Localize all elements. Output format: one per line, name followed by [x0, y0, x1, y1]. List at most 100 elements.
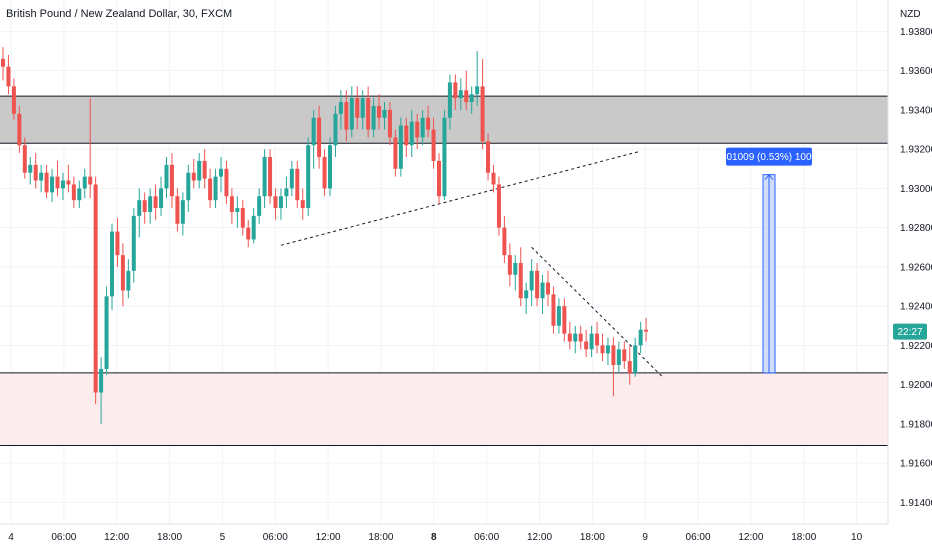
- candle[interactable]: [464, 70, 469, 110]
- candle[interactable]: [289, 160, 294, 197]
- candle[interactable]: [99, 357, 104, 424]
- candle[interactable]: [360, 90, 365, 130]
- candle[interactable]: [458, 78, 463, 110]
- candle[interactable]: [257, 188, 262, 224]
- candle[interactable]: [595, 321, 600, 354]
- candle[interactable]: [366, 86, 371, 138]
- candle[interactable]: [622, 341, 627, 369]
- time-axis[interactable]: 4 06:00 12:00 18:00 5 06:00 12:00 18:00 8 06:00 12…: [8, 532, 862, 543]
- candle[interactable]: [262, 149, 267, 209]
- candle[interactable]: [295, 160, 300, 209]
- candle[interactable]: [469, 86, 474, 114]
- candle[interactable]: [567, 321, 572, 350]
- candle[interactable]: [268, 149, 273, 205]
- candle[interactable]: [82, 168, 87, 199]
- candle[interactable]: [164, 157, 169, 199]
- candle[interactable]: [240, 200, 245, 236]
- candle[interactable]: [644, 317, 649, 342]
- candle[interactable]: [502, 215, 507, 263]
- candle[interactable]: [633, 337, 638, 377]
- candle[interactable]: [6, 54, 11, 95]
- candle[interactable]: [66, 164, 71, 193]
- candle[interactable]: [120, 243, 125, 307]
- candle[interactable]: [605, 337, 610, 366]
- candle[interactable]: [349, 86, 354, 138]
- candle[interactable]: [584, 329, 589, 358]
- candle[interactable]: [616, 341, 621, 373]
- candle[interactable]: [409, 109, 414, 158]
- candle[interactable]: [333, 105, 338, 158]
- rising-trendline[interactable]: [280, 150, 641, 246]
- candle[interactable]: [344, 90, 349, 142]
- candle[interactable]: [137, 188, 142, 238]
- candle[interactable]: [284, 176, 289, 209]
- candle[interactable]: [126, 259, 131, 299]
- candle[interactable]: [88, 98, 93, 199]
- candle[interactable]: [311, 109, 316, 169]
- candle[interactable]: [535, 262, 540, 307]
- candle[interactable]: [1, 47, 5, 81]
- candle[interactable]: [338, 90, 343, 130]
- candle[interactable]: [180, 192, 185, 236]
- candle[interactable]: [486, 133, 491, 181]
- candle[interactable]: [33, 153, 38, 189]
- candle[interactable]: [589, 325, 594, 358]
- candle[interactable]: [278, 188, 283, 220]
- candle[interactable]: [404, 117, 409, 158]
- candle[interactable]: [142, 192, 147, 224]
- candle[interactable]: [431, 117, 436, 169]
- candle[interactable]: [159, 176, 164, 216]
- candle[interactable]: [251, 208, 256, 244]
- candle[interactable]: [235, 196, 240, 228]
- candle[interactable]: [229, 188, 234, 224]
- candle[interactable]: [39, 164, 44, 193]
- candle[interactable]: [322, 149, 327, 197]
- candle[interactable]: [573, 325, 578, 354]
- candle[interactable]: [377, 94, 382, 130]
- candle[interactable]: [453, 74, 458, 110]
- candle[interactable]: [300, 188, 305, 220]
- candle[interactable]: [131, 208, 136, 283]
- candle[interactable]: [437, 153, 441, 205]
- candle[interactable]: [186, 164, 191, 212]
- candle[interactable]: [398, 117, 403, 177]
- candle[interactable]: [213, 168, 218, 209]
- candle[interactable]: [148, 188, 153, 224]
- candle[interactable]: [529, 259, 534, 307]
- candle[interactable]: [556, 298, 561, 334]
- candle[interactable]: [475, 51, 480, 106]
- candle[interactable]: [191, 158, 196, 189]
- candle[interactable]: [197, 153, 202, 189]
- candle[interactable]: [246, 219, 251, 248]
- candle[interactable]: [540, 274, 545, 315]
- candle[interactable]: [273, 188, 278, 220]
- candle[interactable]: [578, 325, 583, 350]
- candle[interactable]: [71, 176, 76, 209]
- candle[interactable]: [387, 102, 392, 146]
- candle[interactable]: [50, 168, 55, 203]
- candle[interactable]: [55, 160, 60, 197]
- candle[interactable]: [393, 129, 398, 177]
- candle[interactable]: [382, 102, 387, 130]
- candle[interactable]: [17, 105, 22, 154]
- candle[interactable]: [355, 86, 360, 130]
- candle[interactable]: [518, 247, 523, 307]
- candle[interactable]: [93, 176, 98, 405]
- candle[interactable]: [224, 160, 229, 205]
- candle[interactable]: [442, 109, 447, 201]
- candle[interactable]: [77, 180, 82, 209]
- candle[interactable]: [44, 164, 49, 199]
- candle[interactable]: [202, 149, 207, 189]
- candle[interactable]: [169, 153, 174, 209]
- candle[interactable]: [328, 137, 332, 197]
- candle[interactable]: [491, 164, 496, 193]
- candle[interactable]: [104, 286, 109, 375]
- candle[interactable]: [627, 345, 632, 385]
- candle[interactable]: [496, 176, 501, 236]
- candle[interactable]: [600, 333, 605, 362]
- price-range-measure[interactable]: 0.01009 (0.53%) 100.9: [718, 147, 820, 374]
- candle[interactable]: [420, 109, 425, 146]
- candle[interactable]: [153, 184, 158, 220]
- candle[interactable]: [110, 223, 114, 311]
- candle[interactable]: [611, 337, 616, 397]
